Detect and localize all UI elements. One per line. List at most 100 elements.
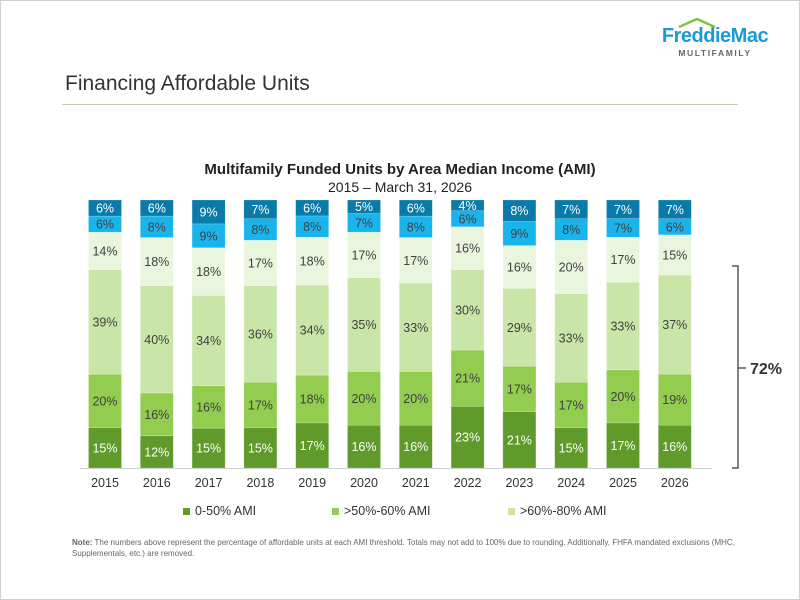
data-label: 20% <box>351 392 376 406</box>
data-label: 14% <box>92 244 117 258</box>
bar-segment <box>399 237 433 284</box>
chart-subtitle: 2015 – March 31, 2026 <box>328 179 472 195</box>
data-label: 8% <box>303 220 321 234</box>
data-label: 30% <box>455 303 480 317</box>
data-label: 16% <box>196 400 221 414</box>
bar-segment <box>295 422 329 469</box>
data-label: 37% <box>662 318 687 332</box>
bar-segment <box>347 277 381 372</box>
bar-segment <box>450 406 485 469</box>
data-label: 6% <box>459 212 477 226</box>
data-label: 9% <box>510 227 528 241</box>
data-label: 16% <box>662 440 687 454</box>
legend-swatch <box>183 507 190 515</box>
data-label: 15% <box>92 441 117 455</box>
bar-segment <box>347 371 381 426</box>
data-label: 20% <box>610 390 635 404</box>
legend-item-60-80: >60%-80% AMI <box>508 504 607 518</box>
chart-title: Multifamily Funded Units by Area Median … <box>204 161 596 178</box>
data-label: 34% <box>196 334 221 348</box>
data-label: 40% <box>144 333 169 347</box>
note-label: Note: <box>72 538 93 547</box>
data-label: 9% <box>200 229 218 243</box>
bar-segment <box>502 245 537 289</box>
bar-segment <box>399 199 433 217</box>
data-label: 15% <box>559 441 584 455</box>
data-label: 6% <box>666 220 684 234</box>
bar-segment <box>658 274 692 375</box>
bar-segment <box>606 282 640 371</box>
logo-subtext: MULTIFAMILY <box>678 48 752 58</box>
bar-segment <box>191 247 226 296</box>
data-label: 8% <box>407 220 425 234</box>
data-label: 23% <box>455 431 480 445</box>
bar-segment <box>347 199 381 214</box>
x-tick-label: 2023 <box>505 476 533 490</box>
legend-swatch <box>508 507 515 515</box>
data-label: 17% <box>610 253 635 267</box>
bar-segment <box>399 282 433 372</box>
data-label: 36% <box>248 328 273 342</box>
bar-segment <box>295 284 329 376</box>
bar-segment <box>658 373 692 426</box>
bar-segment <box>450 199 485 211</box>
bar-segment <box>243 381 278 429</box>
data-label: 17% <box>507 382 532 396</box>
bar-segment <box>554 427 588 469</box>
legend-label: 0-50% AMI <box>195 504 257 518</box>
bar-segment <box>140 285 174 394</box>
bar-segment <box>450 269 485 351</box>
bar-segment <box>243 199 278 220</box>
logo-text: FreddieMac <box>661 25 769 47</box>
data-label: 7% <box>355 216 373 230</box>
bar-segment <box>399 371 433 426</box>
bar-segment <box>606 236 640 283</box>
data-label: 33% <box>403 321 428 335</box>
bar-segment <box>191 295 226 386</box>
data-label: 35% <box>351 318 376 332</box>
data-label: 8% <box>251 223 269 237</box>
data-label: 8% <box>148 220 166 234</box>
bracket-label: 72% <box>750 361 782 378</box>
bar-segment <box>295 374 329 424</box>
data-label: 17% <box>403 254 428 268</box>
data-label: 29% <box>507 321 532 335</box>
x-tick-label: 2020 <box>350 476 378 490</box>
bar-segment <box>140 199 174 217</box>
bar-segment <box>191 385 226 429</box>
footnote: Note: The numbers above represent the pe… <box>72 537 772 559</box>
bar-segment <box>502 221 537 246</box>
bar-segment <box>243 239 278 287</box>
bar-segment <box>606 199 640 219</box>
data-label: 18% <box>300 393 325 407</box>
data-label: 39% <box>92 315 117 329</box>
bar-segment <box>88 427 122 469</box>
data-label: 7% <box>614 221 632 235</box>
bar-segment <box>658 424 692 469</box>
freddie-mac-logo: FreddieMac MULTIFAMILY <box>655 18 775 58</box>
bar-segment <box>140 435 174 469</box>
data-label: 7% <box>614 203 632 217</box>
legend-swatch <box>332 507 339 515</box>
data-label: 6% <box>96 218 114 232</box>
bar-segment <box>140 237 174 287</box>
data-label: 5% <box>355 200 373 214</box>
bar-segment <box>347 424 381 469</box>
data-label: 16% <box>351 440 376 454</box>
bar-segment <box>502 365 537 412</box>
data-label: 16% <box>144 408 169 422</box>
bar-segment <box>347 231 381 278</box>
bar-segment <box>658 234 692 276</box>
bar-segment <box>502 199 537 222</box>
data-label: 6% <box>148 202 166 216</box>
data-label: 33% <box>559 332 584 346</box>
page-title: Financing Affordable Units <box>65 72 310 95</box>
data-label: 4% <box>459 199 477 213</box>
data-label: 7% <box>251 203 269 217</box>
x-tick-label: 2019 <box>298 476 326 490</box>
data-label: 16% <box>403 440 428 454</box>
x-tick-label: 2022 <box>454 476 482 490</box>
bar-segment <box>554 199 588 220</box>
data-label: 6% <box>303 201 321 215</box>
data-label: 21% <box>507 433 532 447</box>
